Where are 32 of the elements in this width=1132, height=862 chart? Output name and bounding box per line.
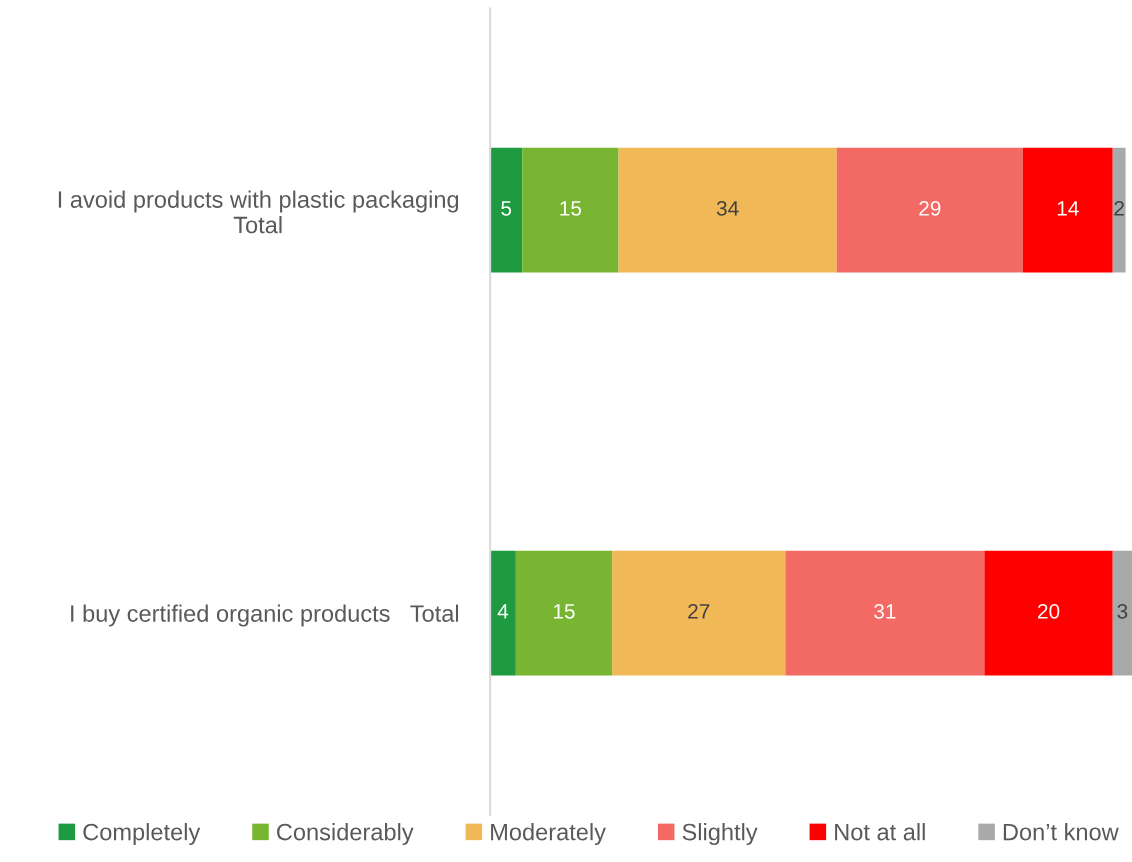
- data-label: 31: [874, 603, 896, 619]
- bar: [490, 147, 523, 273]
- data-label: 4: [497, 604, 509, 619]
- data-label: 2: [1114, 200, 1124, 216]
- data-label: 15: [553, 604, 575, 619]
- bar: [785, 550, 985, 676]
- bar: [515, 550, 613, 676]
- bar: [1022, 147, 1113, 273]
- y-tick-label: I buy certified organic products Total: [71, 604, 459, 627]
- bar: [522, 147, 619, 273]
- bar: [612, 550, 786, 676]
- legend-label: Not at all: [835, 823, 925, 841]
- y-tick-label: I avoid products with plastic packaging Total: [58, 190, 459, 234]
- bar: [1112, 550, 1132, 676]
- bar: [490, 550, 516, 676]
- bar: [836, 147, 1023, 273]
- data-label: 3: [1117, 603, 1128, 619]
- legend-label: Moderately: [491, 823, 606, 846]
- legend-label: Slightly: [682, 823, 758, 846]
- legend-label: Don’t know: [1003, 823, 1119, 841]
- data-label: 5: [501, 201, 512, 216]
- bar: [618, 147, 837, 273]
- legend-label: Completely: [83, 823, 201, 846]
- data-label: 20: [1038, 603, 1060, 619]
- bar: [984, 550, 1113, 676]
- data-label: 34: [716, 200, 739, 216]
- data-label: 27: [688, 603, 710, 619]
- bar: [1112, 147, 1126, 273]
- legend-label: Considerably: [277, 823, 414, 846]
- data-label: 15: [560, 201, 582, 216]
- data-label: 14: [1057, 201, 1079, 216]
- data-label: 29: [919, 200, 941, 216]
